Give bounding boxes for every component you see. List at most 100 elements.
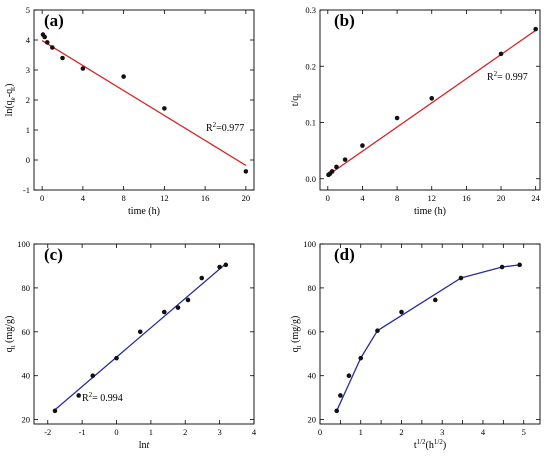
x-tick-label: 0	[318, 427, 322, 437]
r-squared-label: R2= 0.994	[82, 391, 123, 404]
x-tick-label: 3	[218, 427, 222, 437]
y-tick-label: 0.3	[305, 5, 316, 15]
data-point	[185, 297, 191, 303]
plot-frame	[33, 9, 255, 191]
y-tick-label: 60	[308, 327, 317, 337]
data-point	[76, 393, 81, 398]
x-tick-label: 8	[395, 193, 399, 203]
y-tick-label: 5	[26, 5, 30, 15]
x-axis-label: time (h)	[414, 206, 446, 217]
x-tick-label: 16	[201, 193, 210, 203]
x-tick-label: 12	[160, 193, 169, 203]
x-tick-label: -1	[79, 427, 86, 437]
panel-d: 0 1 2 3 4 5 20 40 60 80 100 t1/2(h1/2) qt (mg/g) (d)	[290, 239, 541, 451]
data-point	[394, 115, 400, 121]
y-tick-label: 0.2	[305, 61, 316, 71]
x-tick-label: 0	[114, 427, 118, 437]
x-axis-label: lnt	[139, 440, 150, 451]
panel-b: 0 4 8 12 16 20 24 0.0 0.1 0.2 0.3 time (h) t/qt (b) R2…	[290, 5, 541, 217]
panel-label: (a)	[44, 11, 64, 30]
y-axis-label: qt (mg/g)	[290, 316, 303, 353]
x-tick-label: 4	[360, 193, 365, 203]
panel-label: (d)	[334, 245, 355, 264]
y-tick-label: -1	[23, 185, 30, 195]
panel-label: (c)	[44, 245, 63, 264]
y-tick-label: 80	[308, 283, 317, 293]
data-point	[334, 164, 339, 170]
x-tick-label: 24	[531, 193, 540, 203]
data-point	[334, 408, 340, 414]
data-point	[533, 26, 538, 32]
data-point	[342, 157, 348, 162]
data-point	[60, 55, 65, 61]
data-point	[498, 51, 504, 57]
data-point	[137, 329, 143, 335]
x-tick-label: 2	[183, 427, 187, 437]
data-point	[338, 393, 343, 398]
data-point	[329, 169, 335, 174]
data-point	[199, 275, 205, 281]
fit-line	[41, 40, 247, 166]
data-point	[499, 264, 505, 270]
data-point	[360, 143, 365, 148]
data-point	[50, 45, 55, 50]
data-point	[90, 373, 96, 379]
y-axis-label: qt (mg/g)	[4, 316, 17, 353]
y-tick-label: 100	[17, 239, 30, 249]
y-tick-label: 1	[26, 125, 30, 135]
x-tick-label: 0	[326, 193, 330, 203]
x-axis-label: time (h)	[128, 206, 160, 217]
data-point	[429, 96, 435, 101]
x-tick-label: 0	[40, 193, 44, 203]
fit-line	[327, 29, 537, 176]
x-tick-label: 4	[81, 193, 86, 203]
y-tick-label: 40	[308, 371, 317, 381]
x-tick-label: 4	[481, 427, 486, 437]
data-point	[346, 373, 352, 379]
y-tick-label: 60	[22, 327, 31, 337]
fit-line	[336, 264, 520, 412]
y-tick-label: 100	[303, 239, 316, 249]
data-point	[458, 275, 464, 281]
x-tick-label: 1	[359, 427, 363, 437]
y-axis-label: t/qt	[290, 94, 303, 107]
y-tick-label: 0.0	[305, 174, 316, 184]
data-point	[217, 264, 222, 270]
panel-c: -2 -1 0 1 2 3 4 20 40 60 80 100 lnt qt (mg/g) (c) R2= 0…	[4, 239, 257, 451]
x-tick-label: 12	[427, 193, 436, 203]
y-tick-label: 4	[26, 35, 31, 45]
x-tick-label: 5	[522, 427, 526, 437]
data-point	[517, 262, 522, 268]
data-point	[114, 355, 119, 361]
panel-label: (b)	[334, 11, 355, 30]
y-tick-label: 20	[22, 415, 31, 425]
plot-frame	[33, 243, 255, 425]
x-tick-label: 16	[462, 193, 471, 203]
y-tick-label: 40	[22, 371, 31, 381]
data-point	[121, 74, 126, 79]
y-axis-label: ln(qe-qt)	[4, 84, 17, 117]
data-point	[161, 309, 167, 315]
data-point	[375, 328, 380, 334]
y-tick-label: 0	[26, 155, 30, 165]
x-tick-label: 3	[440, 427, 444, 437]
data-point	[358, 355, 364, 361]
fit-line	[54, 263, 227, 411]
data-point	[399, 309, 404, 315]
x-tick-label: 4	[252, 427, 257, 437]
y-tick-label: 20	[308, 415, 317, 425]
data-point	[80, 66, 86, 71]
y-tick-label: 80	[22, 283, 31, 293]
plot-frame	[319, 9, 541, 191]
r-squared-label: R2= 0.997	[487, 70, 528, 83]
x-tick-label: 1	[149, 427, 153, 437]
x-tick-label: 20	[242, 193, 251, 203]
data-point	[42, 34, 47, 40]
x-tick-label: -2	[44, 427, 51, 437]
y-tick-label: 3	[26, 65, 30, 75]
r-squared-label: R2=0.977	[206, 121, 244, 134]
x-axis-label: t1/2(h1/2)	[414, 438, 446, 451]
data-point	[432, 297, 438, 303]
